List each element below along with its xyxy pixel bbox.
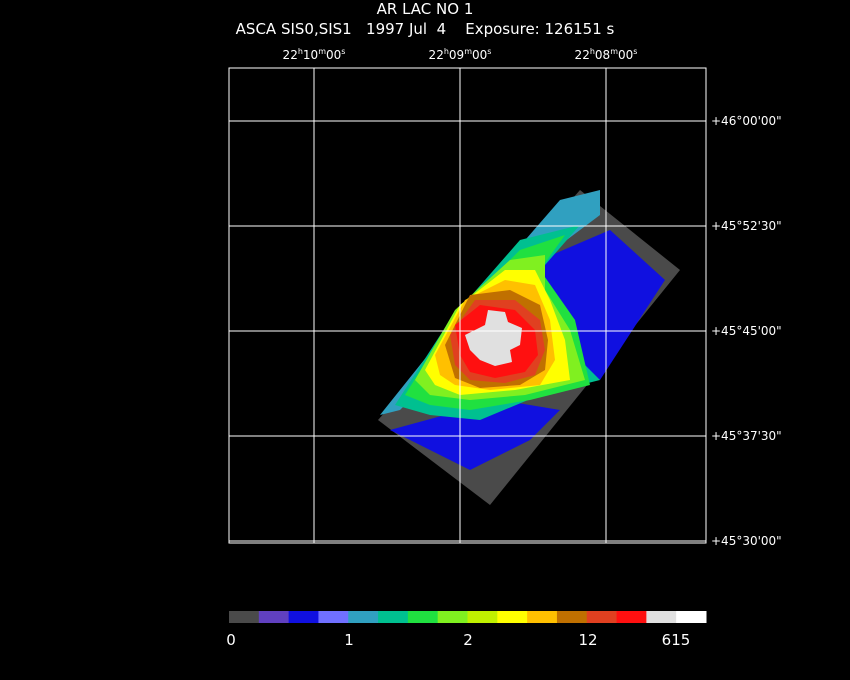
colorbar-swatch [676,611,707,623]
colorbar-swatch [318,611,349,623]
colorbar-label: 0 [226,631,236,649]
colorbar-swatch [437,611,468,623]
colorbar-swatch [229,611,260,623]
colorbar-swatch [497,611,528,623]
ra-tick-label: 22h08m00s [574,47,638,62]
colorbar [229,611,707,623]
dec-tick-label: +45°52'30" [711,219,782,233]
ra-tick-label: 22h09m00s [428,47,492,62]
dec-tick-label: +46°00'00" [711,114,782,128]
dec-tick-label: +45°37'30" [711,429,782,443]
colorbar-swatch [586,611,618,623]
coordinate-grid [229,68,706,543]
dec-tick-label: +45°30'00" [711,534,782,548]
observation-subtitle: ASCA SIS0,SIS1 1997 Jul 4 Exposure: 1261… [235,20,615,38]
colorbar-swatch [616,611,647,623]
colorbar-swatch [467,611,498,623]
image-title: AR LAC NO 1 [376,0,474,18]
colorbar-label: 1 [344,631,354,649]
colorbar-swatch [258,611,290,623]
dec-tick-label: +45°45'00" [711,324,782,338]
xray-image [378,190,680,505]
colorbar-swatch [348,611,379,623]
source-peak [465,310,522,366]
colorbar-swatch [527,611,558,623]
ra-tick-label: 22h10m00s [282,47,346,62]
colorbar-swatch [378,611,409,623]
colorbar-swatch [556,611,588,623]
colorbar-label: 12 [578,631,598,649]
detector-patch [390,400,560,470]
colorbar-label: 2 [463,631,473,649]
colorbar-swatch [407,611,439,623]
plot-frame [228,67,707,544]
colorbar-swatch [288,611,319,623]
colorbar-label: 615 [661,631,691,649]
colorbar-swatch [646,611,677,623]
